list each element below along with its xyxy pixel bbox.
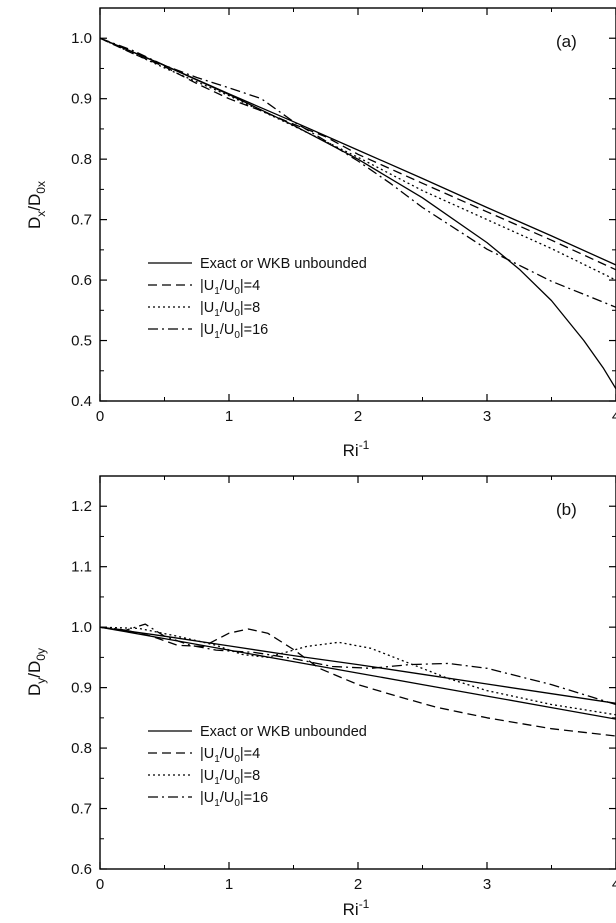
y-tick-label: 1.0 xyxy=(71,619,92,636)
series-line-dashed-2 xyxy=(99,626,616,737)
legend-entry-label: |U1/U0|=8 xyxy=(200,300,260,319)
panel-b-series xyxy=(99,623,616,737)
series-line-solid-0 xyxy=(99,37,616,266)
legend-entry-label: Exact or WKB unbounded xyxy=(200,256,367,272)
y-tick-label: 0.8 xyxy=(71,151,92,168)
x-tick-label: 4 xyxy=(612,876,616,893)
y-tick-label: 0.6 xyxy=(71,861,92,878)
panel-a-y-axis-title: Dx/D0x xyxy=(25,181,48,229)
panel-a-x-axis-title: Ri-1 xyxy=(343,438,370,460)
series-line-solid-0 xyxy=(99,626,616,704)
legend-entry-label: |U1/U0|=4 xyxy=(200,746,260,765)
x-tick-label: 2 xyxy=(354,876,362,893)
y-tick-label: 0.4 xyxy=(71,393,92,410)
panel-a: 0 1 2 3 4 0.4 0.5 0.6 0.7 0.8 0.9 1.0 Exact or WKB … xyxy=(25,7,616,460)
x-tick-label: 1 xyxy=(225,408,233,425)
y-tick-label: 1.1 xyxy=(71,559,92,576)
series-line-solid-1 xyxy=(99,626,616,720)
panel-a-label: (a) xyxy=(556,32,577,51)
panel-a-legend: Exact or WKB unbounded |U1/U0|=4 |U1/U0|=8… xyxy=(148,256,367,341)
legend-entry-label: |U1/U0|=16 xyxy=(200,790,268,809)
x-tick-label: 1 xyxy=(225,876,233,893)
panel-b-ticks: 0 1 2 3 4 0.6 0.7 0.8 0.9 1.0 1.1 1.2 xyxy=(71,476,616,893)
series-line-dashed-2 xyxy=(99,37,616,271)
y-tick-label: 0.6 xyxy=(71,272,92,289)
panel-b-y-axis-title: Dy/D0y xyxy=(25,648,48,696)
y-tick-label: 0.9 xyxy=(71,680,92,697)
legend-entry-label: |U1/U0|=16 xyxy=(200,322,268,341)
y-tick-label: 0.8 xyxy=(71,740,92,757)
legend-entry-label: Exact or WKB unbounded xyxy=(200,724,367,740)
legend-entry-label: |U1/U0|=4 xyxy=(200,278,260,297)
series-line-dashdot-4 xyxy=(99,623,616,706)
panel-b-x-axis-title: Ri-1 xyxy=(343,897,370,919)
x-tick-label: 0 xyxy=(96,408,104,425)
panel-b-label: (b) xyxy=(556,500,577,519)
series-line-solid-1 xyxy=(99,37,616,390)
x-tick-label: 4 xyxy=(612,408,616,425)
x-tick-label: 3 xyxy=(483,408,491,425)
y-tick-label: 0.5 xyxy=(71,333,92,350)
x-tick-label: 2 xyxy=(354,408,362,425)
panel-a-plot-frame xyxy=(99,7,616,402)
y-tick-label: 0.9 xyxy=(71,91,92,108)
x-tick-label: 0 xyxy=(96,876,104,893)
panel-b: 0 1 2 3 4 0.6 0.7 0.8 0.9 1.0 1.1 1.2 Exact or WKB … xyxy=(25,475,616,919)
x-tick-label: 3 xyxy=(483,876,491,893)
panel-a-series xyxy=(99,37,616,390)
panel-b-legend: Exact or WKB unbounded |U1/U0|=4 |U1/U0|=8… xyxy=(148,724,367,809)
y-tick-label: 0.7 xyxy=(71,212,92,229)
y-tick-label: 1.2 xyxy=(71,498,92,515)
series-line-dashdot-4 xyxy=(99,37,616,308)
y-tick-label: 0.7 xyxy=(71,801,92,818)
legend-entry-label: |U1/U0|=8 xyxy=(200,768,260,787)
panel-a-ticks: 0 1 2 3 4 0.4 0.5 0.6 0.7 0.8 0.9 1.0 xyxy=(71,8,616,425)
y-tick-label: 1.0 xyxy=(71,30,92,47)
